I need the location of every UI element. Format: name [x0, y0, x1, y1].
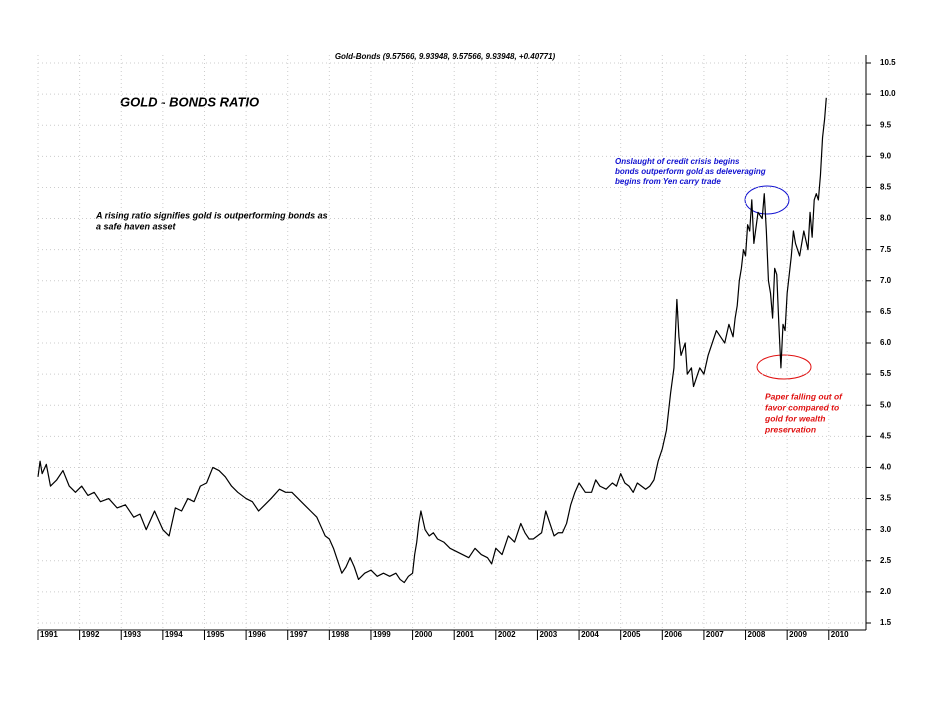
annotation: gold for wealth — [764, 413, 825, 423]
y-tick-label: 10.5 — [880, 58, 896, 67]
annotation: a safe haven asset — [96, 221, 177, 231]
y-tick-label: 3.0 — [880, 525, 892, 534]
y-tick-label: 4.5 — [880, 431, 892, 440]
x-tick-label: 1998 — [331, 630, 349, 639]
x-tick-label: 2008 — [748, 630, 766, 639]
y-tick-label: 8.5 — [880, 183, 892, 192]
annotation: preservation — [764, 424, 816, 434]
x-tick-label: 1994 — [165, 630, 183, 639]
annotation: Paper falling out of — [765, 391, 843, 401]
x-tick-label: 1993 — [123, 630, 141, 639]
y-tick-label: 8.0 — [880, 214, 892, 223]
x-tick-label: 2009 — [789, 630, 807, 639]
y-tick-label: 1.5 — [880, 618, 892, 627]
x-tick-label: 1995 — [206, 630, 224, 639]
x-tick-label: 1999 — [373, 630, 391, 639]
y-tick-label: 2.5 — [880, 556, 892, 565]
y-tick-label: 3.5 — [880, 494, 892, 503]
x-tick-label: 2005 — [623, 630, 641, 639]
x-tick-label: 2006 — [664, 630, 682, 639]
y-tick-label: 10.0 — [880, 89, 896, 98]
x-tick-label: 2007 — [706, 630, 724, 639]
red-ellipse — [756, 354, 812, 380]
x-tick-label: 2000 — [415, 630, 433, 639]
heading: GOLD - BONDS RATIO — [120, 94, 259, 109]
x-tick-label: 1997 — [290, 630, 308, 639]
y-tick-label: 4.0 — [880, 463, 892, 472]
y-tick-label: 6.5 — [880, 307, 892, 316]
y-tick-label: 7.0 — [880, 276, 892, 285]
y-tick-label: 5.5 — [880, 369, 892, 378]
chart-title: Gold-Bonds (9.57566, 9.93948, 9.57566, 9… — [335, 52, 556, 61]
y-tick-label: 7.5 — [880, 245, 892, 254]
annotation: bonds outperform gold as deleveraging — [615, 167, 766, 176]
x-tick-label: 2003 — [539, 630, 557, 639]
y-tick-label: 2.0 — [880, 587, 892, 596]
blue-ellipse — [744, 185, 790, 215]
y-tick-label: 6.0 — [880, 338, 892, 347]
y-tick-label: 5.0 — [880, 400, 892, 409]
y-tick-label: 9.0 — [880, 151, 892, 160]
y-tick-label: 9.5 — [880, 120, 892, 129]
annotation: begins from Yen carry trade — [615, 177, 721, 186]
data-line — [37, 97, 827, 584]
x-tick-label: 1996 — [248, 630, 266, 639]
x-tick-label: 2010 — [831, 630, 849, 639]
x-tick-label: 1992 — [82, 630, 100, 639]
x-tick-label: 2001 — [456, 630, 474, 639]
annotation: A rising ratio signifies gold is outperf… — [95, 210, 328, 220]
x-tick-label: 1991 — [40, 630, 58, 639]
x-tick-label: 2004 — [581, 630, 599, 639]
annotation: Onslaught of credit crisis begins — [615, 157, 740, 166]
x-tick-label: 2002 — [498, 630, 516, 639]
annotation: favor compared to — [765, 402, 839, 412]
